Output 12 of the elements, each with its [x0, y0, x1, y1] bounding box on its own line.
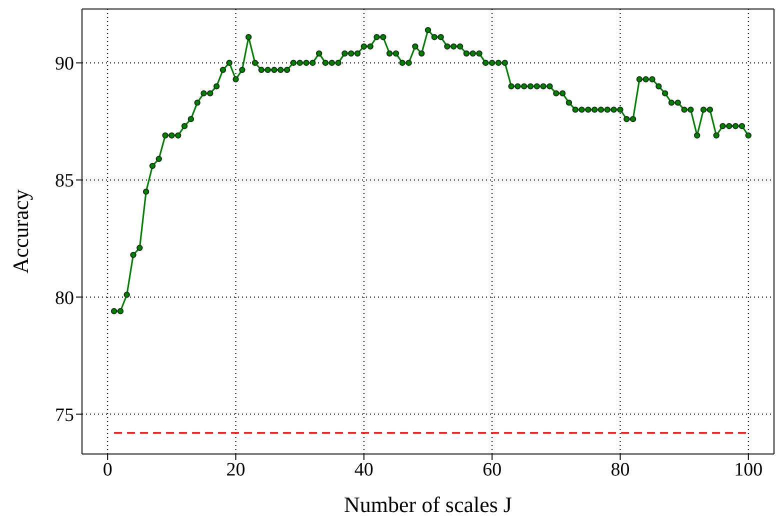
- x-tick-label: 80: [610, 459, 630, 480]
- y-tick-label: 90: [55, 54, 74, 75]
- x-tick-label: 60: [482, 459, 502, 480]
- x-tick-label: 0: [102, 459, 112, 480]
- y-tick-label: 85: [55, 170, 74, 192]
- x-tick-label: 20: [226, 459, 246, 480]
- y-tick-label: 75: [55, 404, 74, 426]
- x-tick-label: 100: [734, 459, 763, 480]
- y-axis-title: Accuracy: [8, 189, 33, 274]
- x-tick-label: 40: [354, 459, 374, 480]
- x-axis-title: Number of scales J: [344, 492, 512, 517]
- y-tick-label: 80: [55, 288, 74, 309]
